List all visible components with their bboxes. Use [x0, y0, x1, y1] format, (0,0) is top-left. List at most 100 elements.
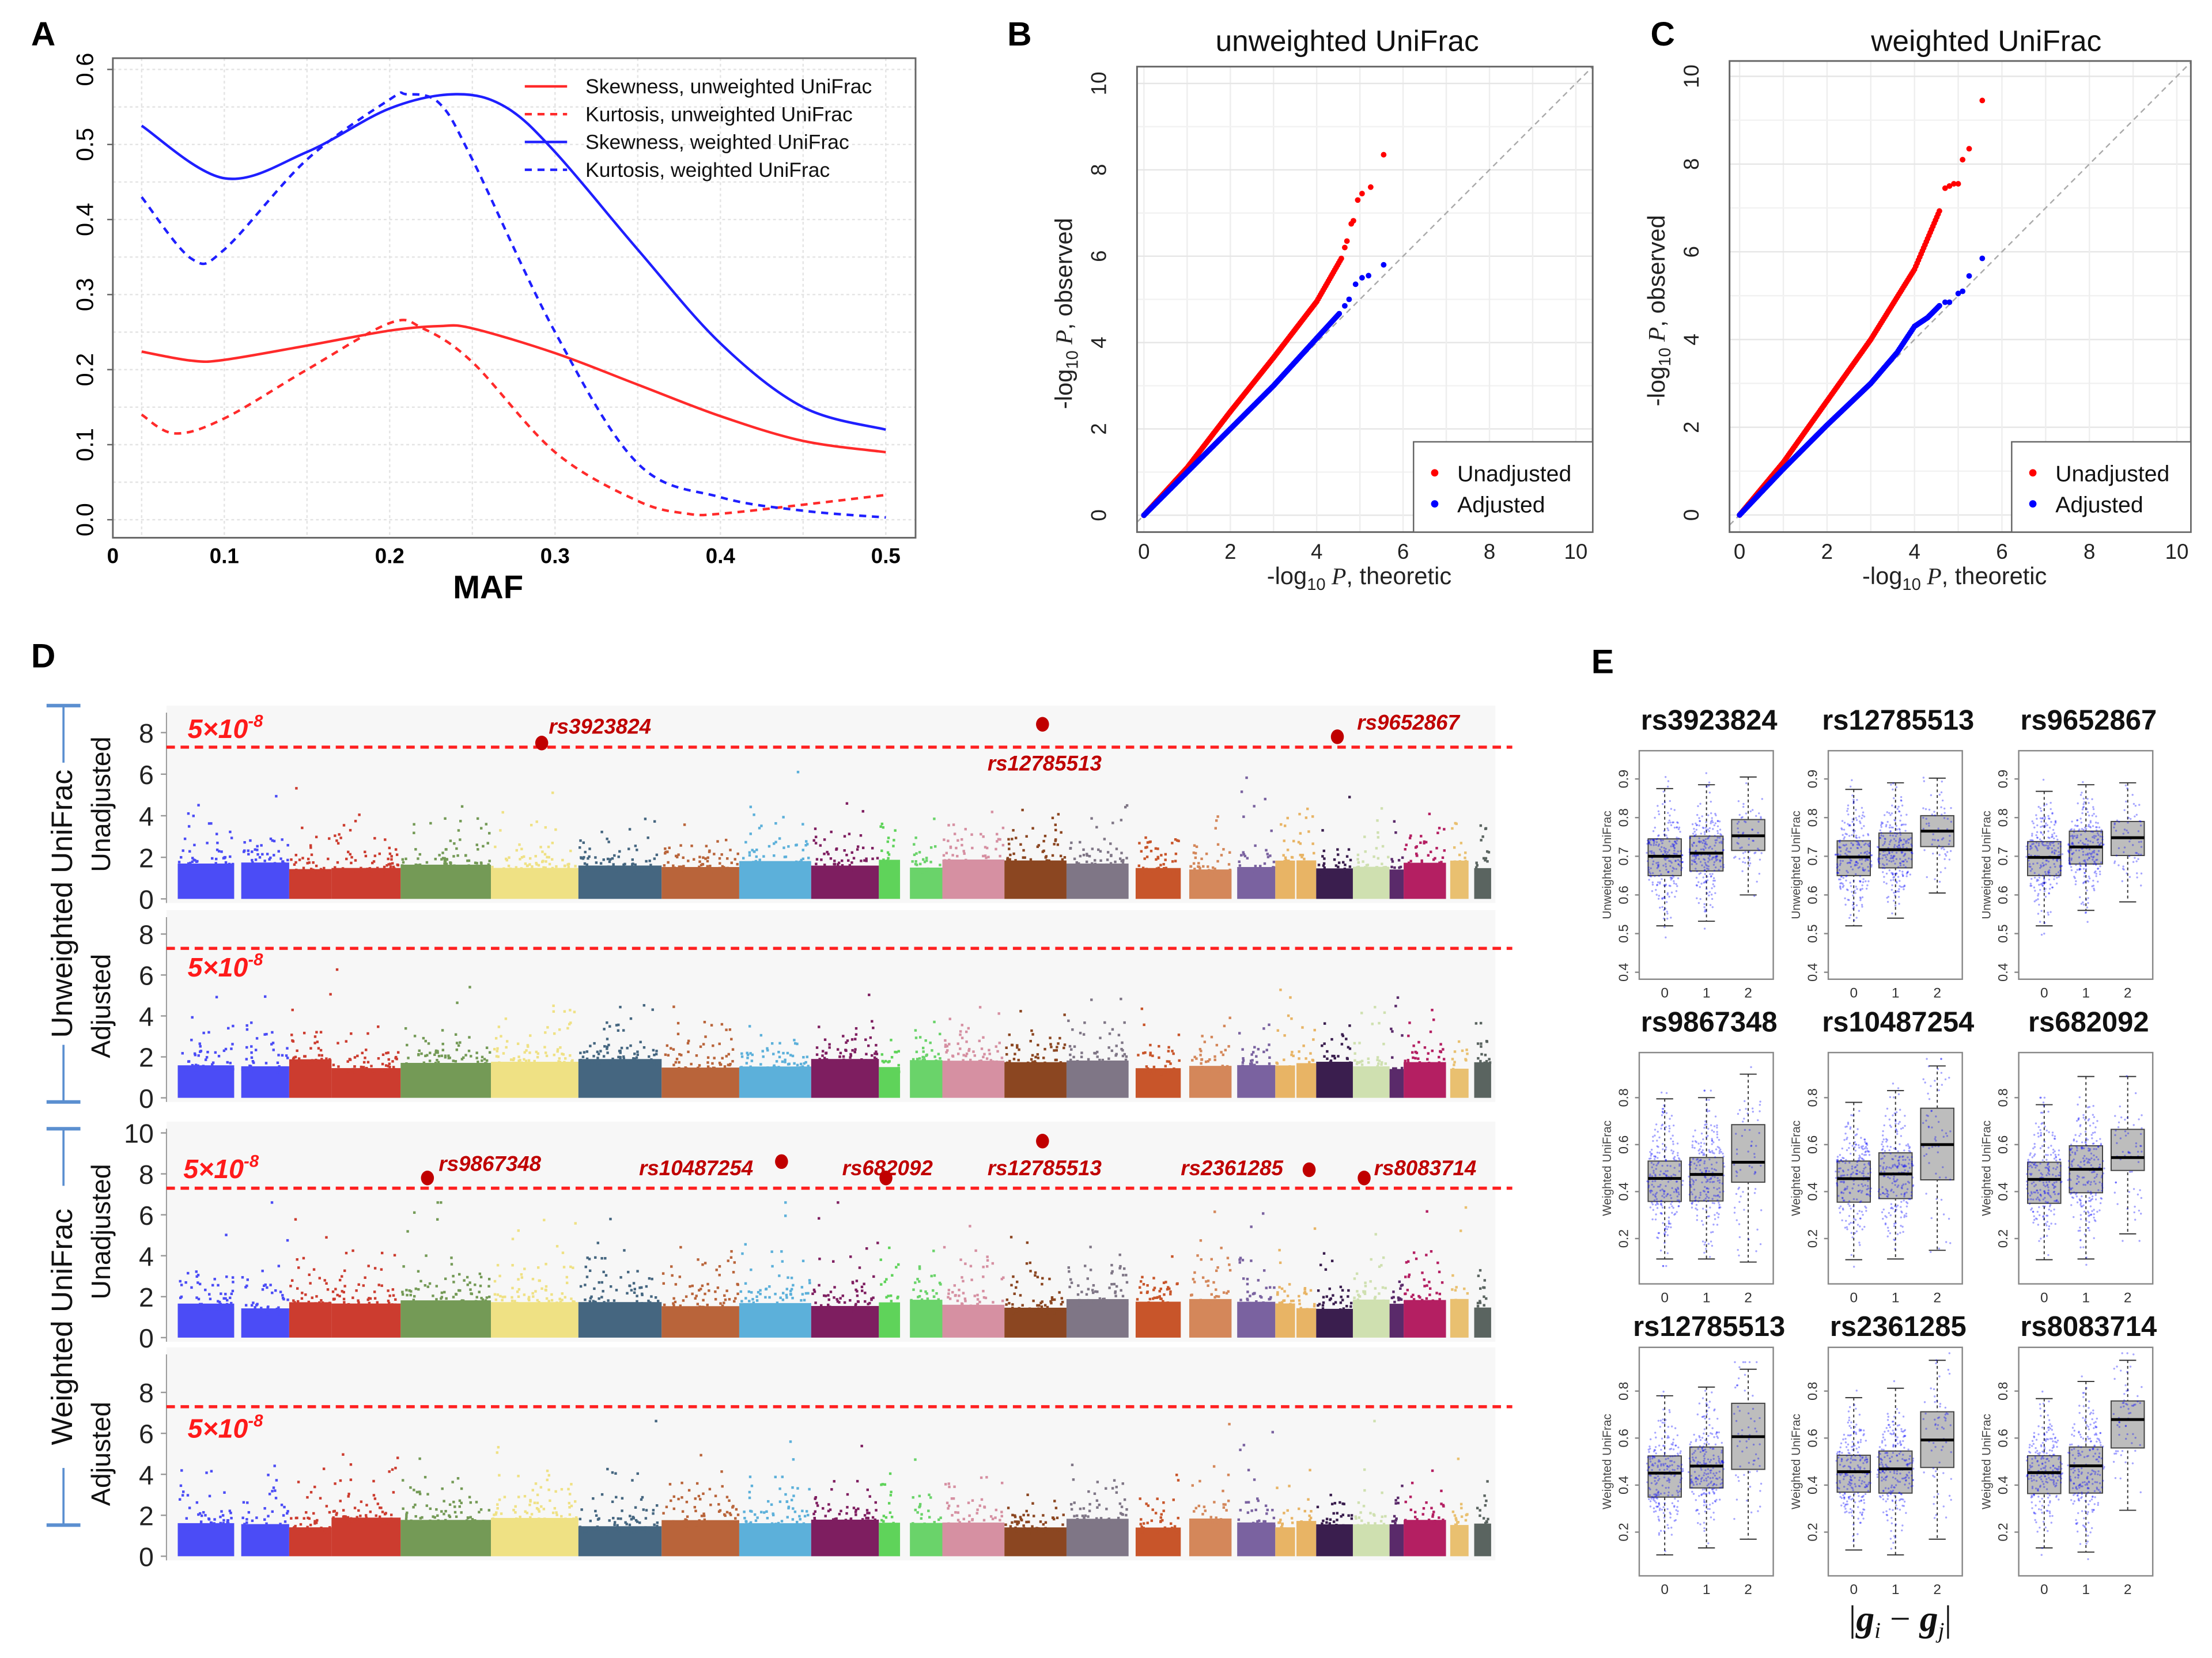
- snp-point: [206, 1051, 209, 1054]
- snp-point: [1434, 857, 1436, 860]
- snp-point: [651, 1008, 654, 1011]
- snp-point: [299, 1523, 303, 1526]
- snp-point: [593, 1287, 596, 1290]
- snp-point: [887, 865, 890, 868]
- snp-point: [596, 867, 599, 870]
- snp-point: [773, 854, 776, 857]
- snp-point: [266, 1528, 269, 1531]
- snp-point: [1005, 1303, 1008, 1306]
- snp-point: [860, 860, 863, 862]
- snp-point: [505, 857, 508, 861]
- snp-point: [1390, 1027, 1393, 1031]
- snp-point: [283, 1520, 287, 1523]
- snp-point: [1102, 1297, 1105, 1301]
- snp-point: [1041, 860, 1044, 864]
- snp-point: [1323, 857, 1326, 860]
- snp-point: [481, 1059, 483, 1062]
- snp-point: [425, 861, 429, 864]
- snp-point: [211, 1525, 215, 1529]
- snp-point: [1041, 1300, 1043, 1303]
- snp-point: [409, 1521, 412, 1524]
- snp-point: [606, 837, 608, 841]
- snp-point: [1313, 1227, 1317, 1230]
- snp-point: [1210, 1258, 1213, 1261]
- snp-point: [1257, 1065, 1260, 1068]
- snp-point: [188, 850, 191, 853]
- snp-point: [531, 1292, 534, 1295]
- snp-point: [598, 1297, 600, 1300]
- snp-point: [254, 1306, 256, 1309]
- snp-point: [1313, 851, 1315, 855]
- snp-point: [636, 1300, 638, 1303]
- snp-point: [854, 1048, 857, 1051]
- snp-point: [286, 1057, 289, 1059]
- snp-point: [1031, 1054, 1034, 1057]
- snp-point: [434, 857, 437, 861]
- snp-point: [440, 1201, 443, 1204]
- snp-point: [583, 1304, 586, 1307]
- snp-point: [916, 864, 918, 866]
- snp-point: [815, 1046, 819, 1049]
- snp-point: [697, 1494, 701, 1498]
- snp-point: [466, 1519, 468, 1522]
- snp-point: [818, 1025, 820, 1028]
- snp-point: [649, 1531, 652, 1534]
- snp-point: [1435, 847, 1438, 850]
- snp-point: [372, 1068, 375, 1071]
- snp-point: [405, 1067, 409, 1070]
- snp-point: [187, 1308, 190, 1311]
- snp-point: [804, 843, 807, 847]
- snp-point: [566, 1304, 569, 1308]
- snp-point: [1142, 1283, 1145, 1286]
- snp-point: [256, 853, 259, 856]
- panel-row-label: Unadjusted: [86, 1164, 116, 1299]
- snp-point: [717, 1510, 721, 1513]
- snp-point: [632, 1061, 635, 1063]
- snp-point: [486, 869, 489, 872]
- snp-point: [545, 1297, 549, 1300]
- snp-point: [254, 858, 258, 861]
- snp-point: [921, 1055, 924, 1059]
- snp-point: [585, 863, 588, 866]
- snp-point: [933, 1055, 936, 1058]
- snp-point: [349, 872, 352, 875]
- snp-point: [1479, 1287, 1482, 1290]
- snp-point: [1123, 1021, 1126, 1024]
- snp-point: [727, 1053, 730, 1056]
- qq-point: [1352, 281, 1359, 287]
- snp-point: [875, 1058, 878, 1061]
- snp-point: [873, 1056, 876, 1059]
- y-tick-label: 0.0: [71, 503, 99, 536]
- snp-point: [301, 857, 304, 860]
- snp-point: [1276, 1029, 1280, 1032]
- snp-point: [361, 1051, 364, 1055]
- snp-point: [676, 1021, 680, 1025]
- snp-point: [232, 1024, 235, 1028]
- snp-point: [846, 1039, 849, 1042]
- snp-point: [1082, 1033, 1086, 1036]
- snp-point: [807, 1069, 810, 1072]
- snp-point: [1105, 865, 1109, 868]
- snp-point: [1120, 819, 1123, 822]
- snp-point: [1055, 1308, 1058, 1311]
- snp-point: [339, 1500, 342, 1502]
- snp-point: [629, 1284, 632, 1288]
- snp-point: [619, 1517, 622, 1520]
- snp-point: [1058, 1291, 1061, 1294]
- snp-point: [1287, 860, 1290, 862]
- snp-point: [388, 1065, 391, 1069]
- snp-point: [915, 871, 918, 875]
- snp-point: [380, 1069, 384, 1072]
- snp-point: [1249, 1294, 1251, 1297]
- snp-point: [823, 1294, 826, 1297]
- snp-point: [897, 1263, 900, 1266]
- snp-point: [1121, 861, 1125, 864]
- snp-point: [1238, 1261, 1242, 1264]
- snp-point: [468, 1036, 471, 1039]
- snp-point: [1461, 1300, 1464, 1303]
- snp-point: [852, 1308, 855, 1311]
- snp-point: [699, 1498, 702, 1501]
- snp-point: [523, 1267, 526, 1270]
- snp-point: [1440, 1281, 1444, 1284]
- snp-point: [690, 845, 693, 847]
